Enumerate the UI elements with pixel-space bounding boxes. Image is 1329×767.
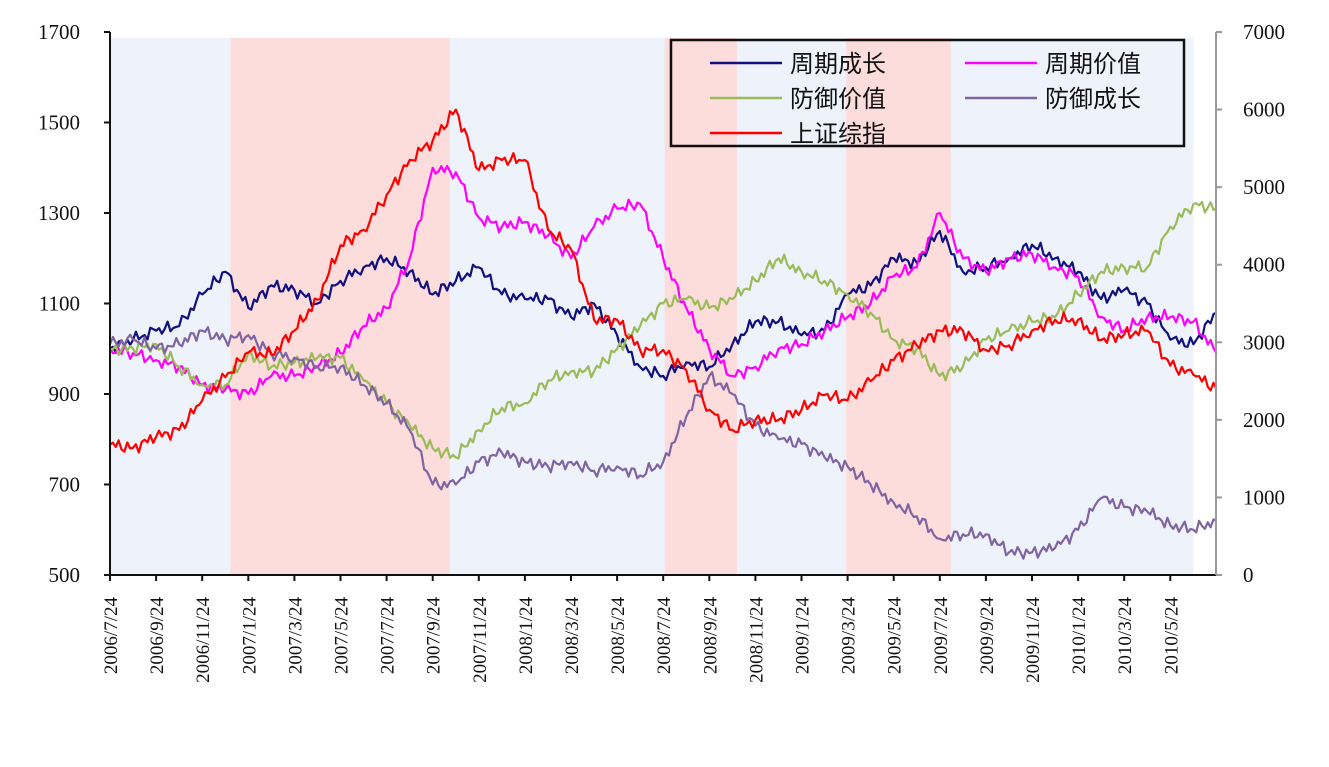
shaded-period xyxy=(846,38,951,575)
x-tick-label: 2009/5/24 xyxy=(885,597,906,675)
x-tick-label: 2007/1/24 xyxy=(239,597,260,675)
legend-label: 上证综指 xyxy=(790,121,886,148)
y-left-tick-label: 1700 xyxy=(38,20,80,44)
y-right-tick-label: 0 xyxy=(1243,563,1254,587)
legend-box xyxy=(669,38,1186,148)
y-right-tick-label: 4000 xyxy=(1243,253,1285,277)
x-tick-label: 2009/9/24 xyxy=(977,597,998,675)
x-tick-label: 2008/11/24 xyxy=(746,597,767,683)
legend-label: 周期成长 xyxy=(790,51,886,78)
y-left-tick-label: 1100 xyxy=(39,292,80,316)
x-tick-label: 2009/7/24 xyxy=(931,597,952,675)
x-tick-label: 2010/3/24 xyxy=(1115,597,1136,675)
x-tick-label: 2007/9/24 xyxy=(424,597,445,675)
y-right-tick-label: 3000 xyxy=(1243,330,1285,354)
series-line-1 xyxy=(109,164,1218,401)
x-tick-label: 2006/11/24 xyxy=(193,597,214,683)
x-tick-label: 2007/7/24 xyxy=(378,597,399,675)
y-left-tick-label: 1500 xyxy=(38,111,80,135)
series-line-2 xyxy=(109,200,1217,460)
x-tick-label: 2009/3/24 xyxy=(839,597,860,675)
x-tick-label: 2007/3/24 xyxy=(285,597,306,675)
x-tick-label: 2009/11/24 xyxy=(1023,597,1044,683)
legend-label: 防御成长 xyxy=(1045,86,1141,113)
axes: 500 700 900 1100 1300 1500 1700 0 1000 2000 3000 40… xyxy=(38,20,1285,683)
y-right-tick-label: 7000 xyxy=(1243,20,1285,44)
legend-label: 防御价值 xyxy=(790,86,886,113)
y-left-tick-label: 900 xyxy=(49,382,81,406)
y-right-tick-label: 5000 xyxy=(1243,175,1285,199)
x-tick-label: 2010/1/24 xyxy=(1069,597,1090,675)
x-tick-label: 2008/3/24 xyxy=(562,597,583,675)
series-line-0 xyxy=(109,230,1217,382)
x-tick-label: 2007/5/24 xyxy=(332,597,353,675)
series-line-4 xyxy=(109,108,1218,454)
plot-background xyxy=(110,38,1194,575)
shaded-period xyxy=(230,38,450,575)
series-line-3 xyxy=(108,326,1217,560)
x-tick-label: 2008/5/24 xyxy=(608,597,629,675)
x-tick-label: 2009/1/24 xyxy=(793,597,814,675)
x-tick-label: 2006/9/24 xyxy=(147,597,168,675)
x-tick-label: 2008/7/24 xyxy=(654,597,675,675)
y-left-tick-label: 500 xyxy=(49,563,81,587)
y-left-tick-label: 700 xyxy=(49,473,81,497)
legend-label: 周期价值 xyxy=(1045,51,1141,78)
y-right-tick-label: 6000 xyxy=(1243,98,1285,122)
x-tick-label: 2008/1/24 xyxy=(516,597,537,675)
y-right-tick-label: 2000 xyxy=(1243,408,1285,432)
x-tick-label: 2008/9/24 xyxy=(700,597,721,675)
x-tick-label: 2007/11/24 xyxy=(470,597,491,683)
x-tick-label: 2010/5/24 xyxy=(1161,597,1182,675)
y-right-tick-label: 1000 xyxy=(1243,485,1285,509)
x-tick-label: 2006/7/24 xyxy=(101,597,122,675)
series-layer xyxy=(108,108,1218,560)
y-left-tick-label: 1300 xyxy=(38,201,80,225)
